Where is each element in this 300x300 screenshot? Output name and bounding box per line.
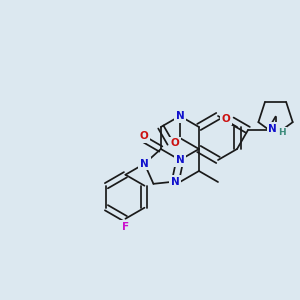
Text: O: O — [171, 138, 180, 148]
Text: N: N — [140, 159, 149, 169]
Text: O: O — [221, 114, 230, 124]
Text: N: N — [176, 155, 184, 165]
Text: N: N — [268, 124, 277, 134]
Text: H: H — [278, 128, 286, 137]
Text: F: F — [122, 222, 129, 232]
Text: N: N — [176, 111, 184, 121]
Text: O: O — [139, 131, 148, 141]
Text: N: N — [171, 176, 180, 187]
